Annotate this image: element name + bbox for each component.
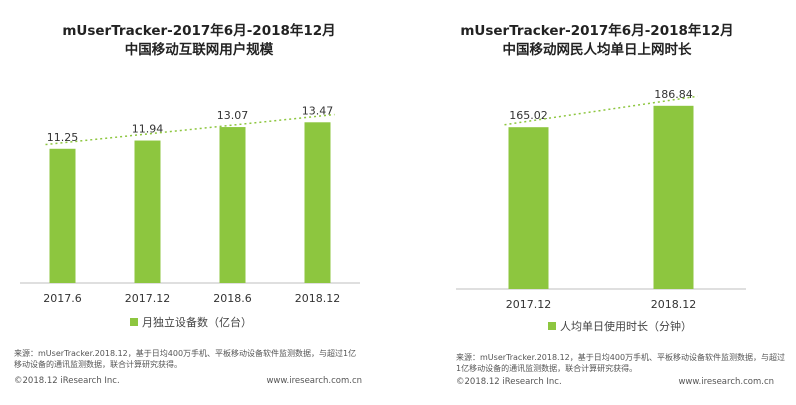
legend: 月独立设备数（亿台） [130, 314, 252, 330]
copyright: ©2018.12 iResearch Inc. [14, 376, 120, 386]
bar-chart-daily-time: 165.02 2017.12 186.84 2018.12 [456, 88, 746, 311]
bar [653, 105, 694, 289]
data-label: 13.47 [302, 104, 334, 117]
bar [49, 148, 76, 283]
x-tick-label: 2018.6 [213, 292, 252, 305]
copyright: ©2018.12 iResearch Inc. [456, 377, 562, 387]
chart-panel-user-scale: mUserTracker-2017年6月-2018年12月 中国移动互联网用户规… [14, 23, 362, 386]
chart-panel-daily-time: mUserTracker-2017年6月-2018年12月 中国移动网民人均单日… [398, 0, 796, 405]
trend-line [45, 113, 335, 146]
x-tick-label: 2017.6 [43, 292, 82, 305]
source-note: 来源：mUserTracker.2018.12，基于日均400万手机、平板移动设… [14, 349, 357, 369]
chart-title: mUserTracker-2017年6月-2018年12月 [62, 23, 336, 39]
data-label: 13.07 [217, 109, 249, 122]
chart-title: mUserTracker-2017年6月-2018年12月 [460, 23, 734, 39]
data-label: 11.25 [47, 131, 79, 144]
chart-subtitle: 中国移动网民人均单日上网时长 [502, 42, 692, 58]
website-link[interactable]: www.iresearch.com.cn [678, 377, 774, 387]
bar [134, 140, 161, 283]
website-link[interactable]: www.iresearch.com.cn [266, 376, 362, 386]
source-note: 来源：mUserTracker.2018.12，基于日均400万手机、平板移动设… [456, 353, 786, 373]
bar-chart-user-scale: 11.25 2017.6 11.94 2017.12 13.07 2018.6 13.47 2… [20, 104, 360, 305]
chart-subtitle: 中国移动互联网用户规模 [124, 42, 274, 58]
x-tick-label: 2018.12 [295, 292, 341, 305]
data-label: 165.02 [509, 109, 548, 122]
bar [508, 127, 549, 289]
legend-swatch [548, 322, 556, 330]
x-tick-label: 2017.12 [125, 292, 171, 305]
legend-label: 人均单日使用时长（分钟） [560, 320, 692, 333]
legend-swatch [130, 318, 138, 326]
x-tick-label: 2018.12 [651, 298, 697, 311]
bar [219, 127, 246, 284]
legend: 人均单日使用时长（分钟） [548, 318, 692, 334]
legend-label: 月独立设备数（亿台） [142, 316, 252, 329]
bar [304, 122, 331, 283]
data-label: 186.84 [654, 88, 693, 101]
data-label: 11.94 [132, 123, 164, 136]
x-tick-label: 2017.12 [506, 298, 552, 311]
